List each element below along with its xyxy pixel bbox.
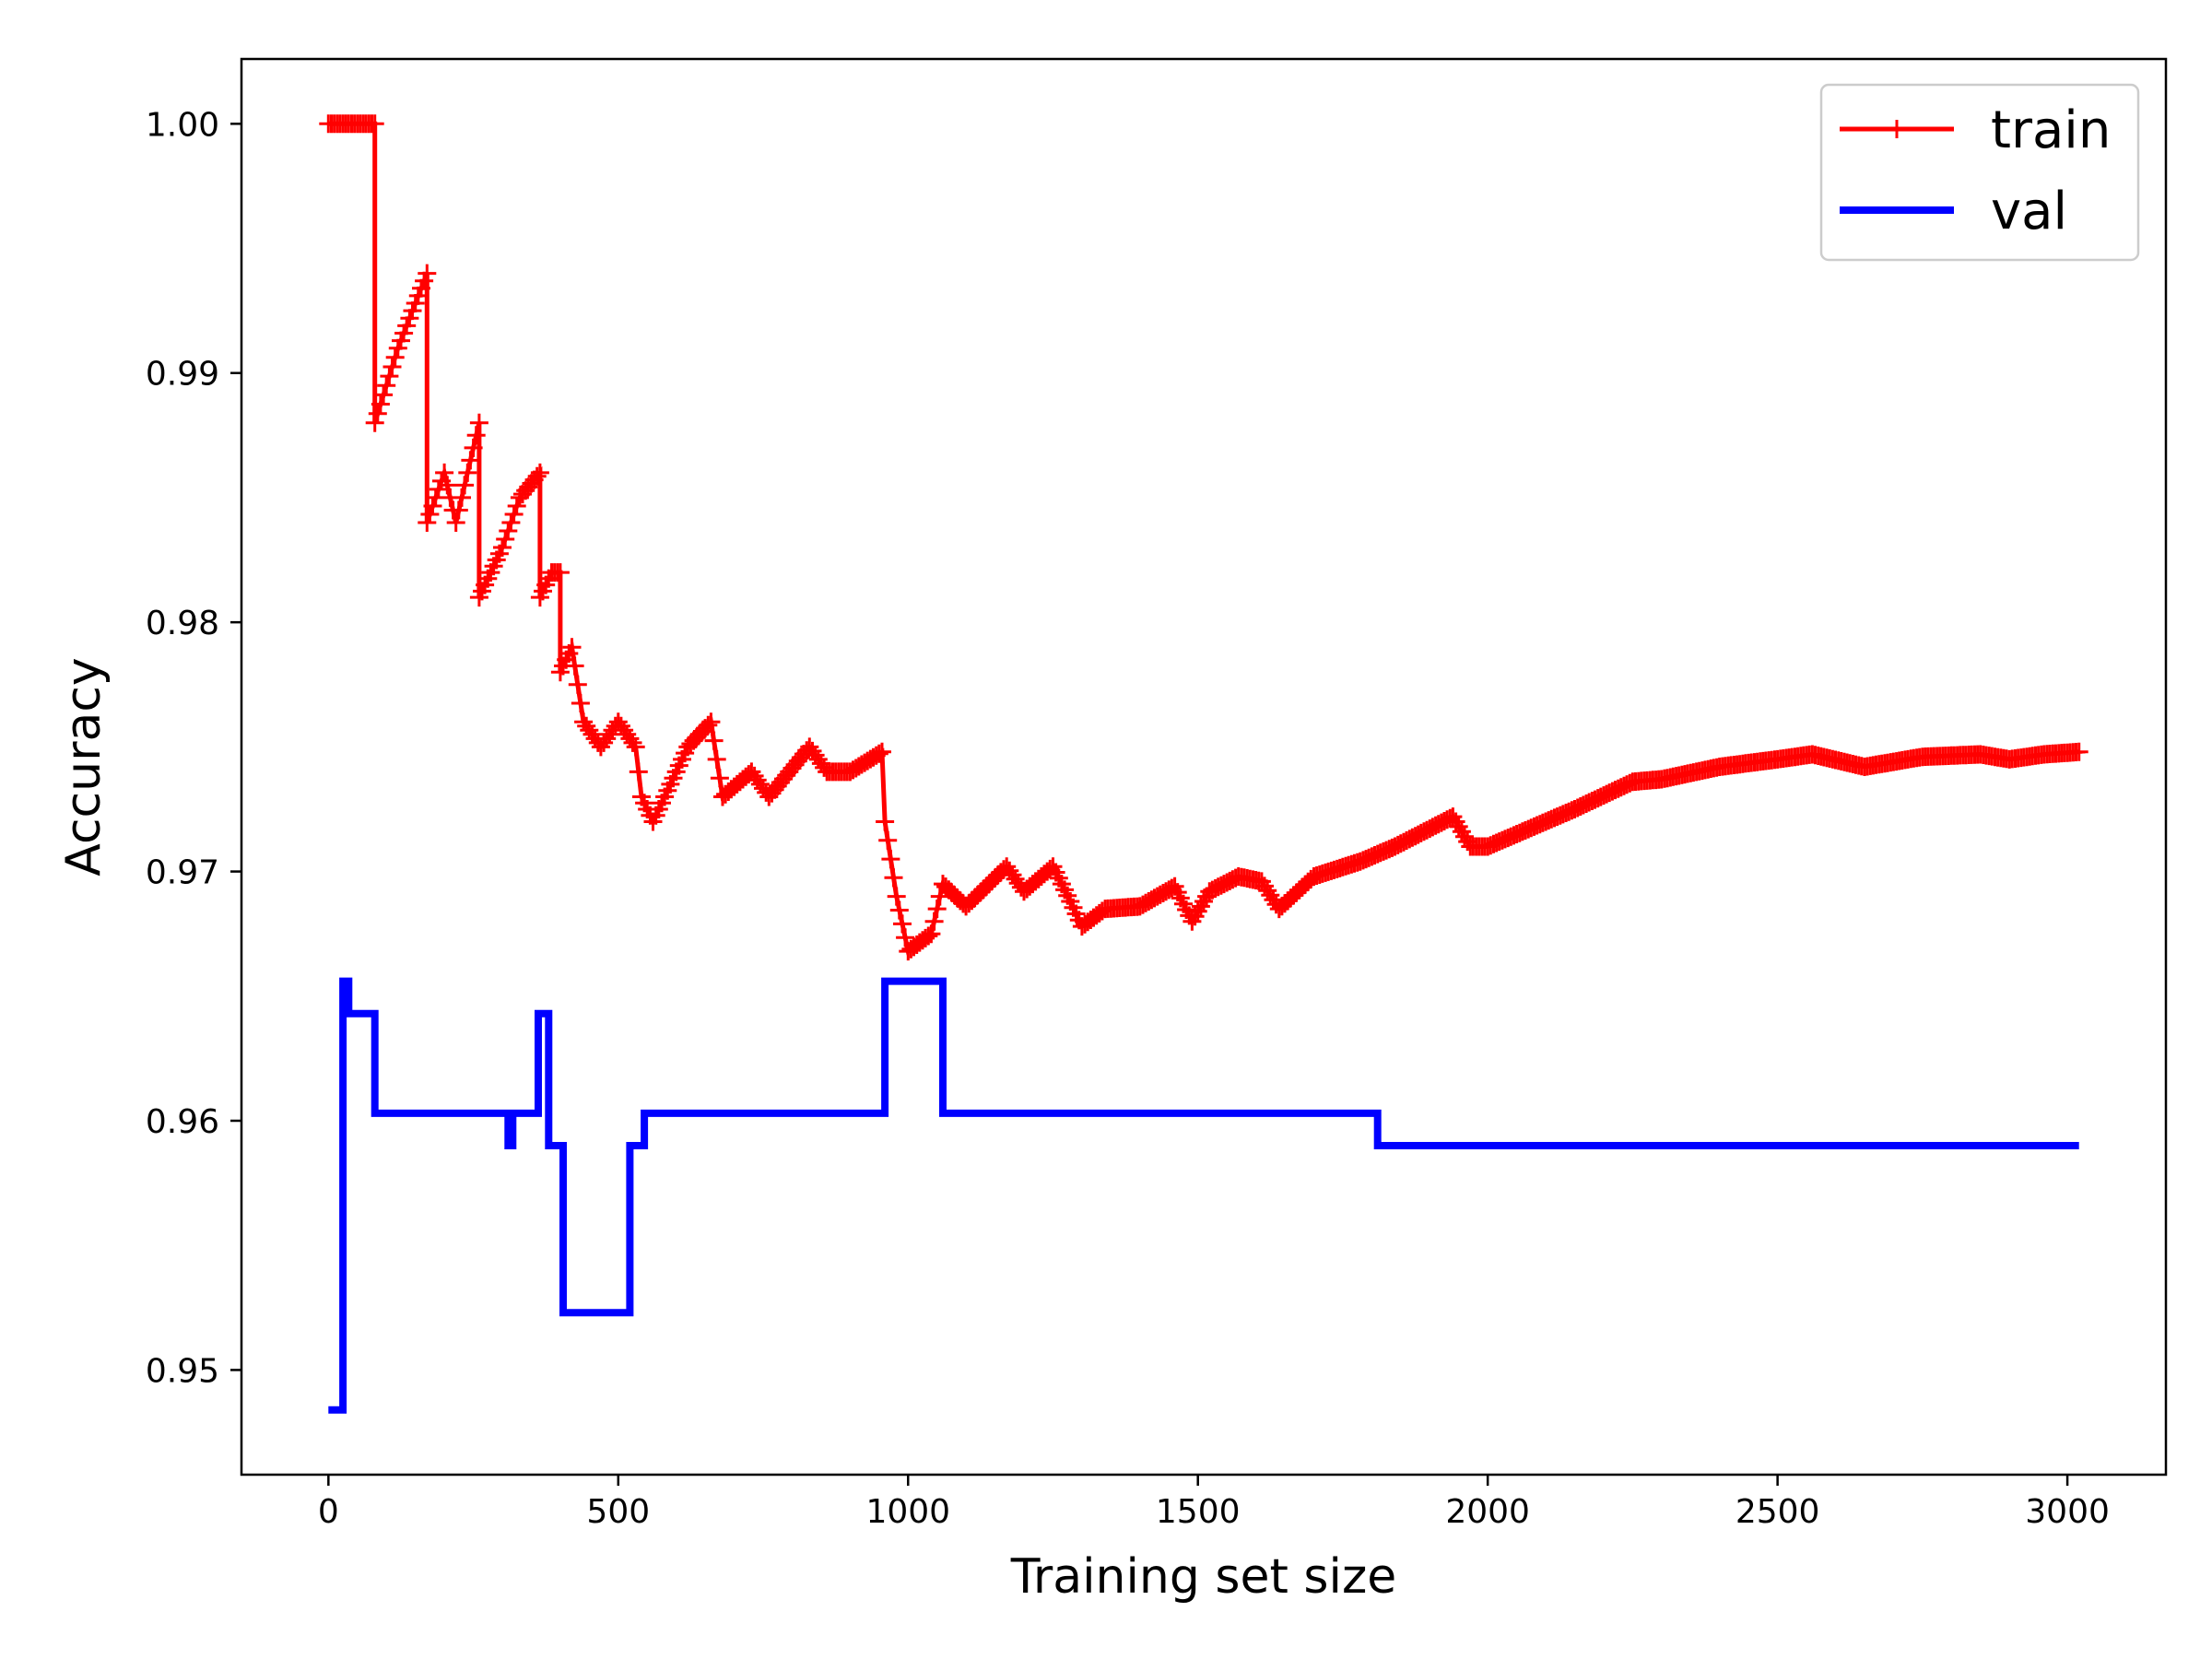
- y-tick-label: 0.96: [146, 1103, 219, 1141]
- y-tick-label: 0.99: [146, 356, 219, 394]
- series-layer: [319, 114, 2088, 1414]
- y-tick-label: 1.00: [146, 106, 219, 144]
- axes-frame: [240, 57, 2168, 1477]
- y-axis: 0.95 0.96 0.97 0.98 0.99 1.00: [146, 106, 241, 1390]
- y-axis-label: Accuracy: [56, 657, 112, 876]
- x-tick-label: 500: [586, 1493, 650, 1531]
- x-tick-label: 0: [318, 1493, 339, 1531]
- x-axis-label: Training set size: [1010, 1549, 1397, 1605]
- x-tick-label: 2000: [1445, 1493, 1530, 1531]
- x-tick-label: 1000: [865, 1493, 950, 1531]
- x-tick-label: 3000: [2025, 1493, 2110, 1531]
- x-axis: 0 500 1000 1500 2000 2500 3000: [318, 1475, 2110, 1531]
- legend-label-val: val: [1991, 182, 2067, 241]
- x-tick-label: 2500: [1735, 1493, 1820, 1531]
- legend-marker-train: [1888, 120, 1906, 138]
- plot-area: [240, 57, 2168, 1477]
- legend-label-train: train: [1991, 100, 2111, 160]
- series-line-val: [328, 977, 2079, 1414]
- series-markers-train: [319, 114, 2088, 961]
- legend: train val: [1819, 83, 2140, 262]
- y-tick-label: 0.97: [146, 854, 219, 892]
- x-tick-label: 1500: [1156, 1493, 1241, 1531]
- y-tick-label: 0.98: [146, 605, 219, 642]
- y-tick-label: 0.95: [146, 1352, 219, 1390]
